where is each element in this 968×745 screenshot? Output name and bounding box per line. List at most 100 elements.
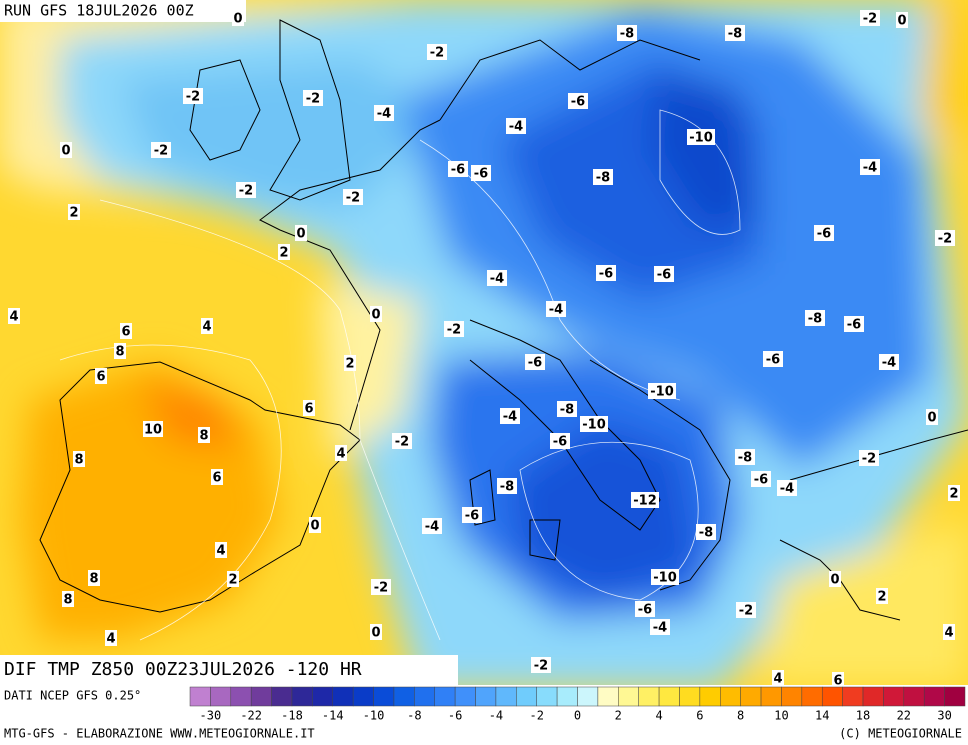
colorbar-swatch [189, 686, 211, 707]
label-box [935, 230, 955, 246]
label-box [232, 10, 244, 26]
contour-label: -2 [863, 12, 877, 27]
colorbar-label: 8 [737, 709, 744, 723]
label-box [860, 10, 880, 26]
contour-label: -4 [490, 272, 504, 287]
contour-label: -6 [817, 227, 831, 242]
label-box [844, 316, 864, 332]
label-box [295, 225, 307, 241]
label-box [309, 517, 321, 533]
label-box [88, 570, 100, 586]
label-box [374, 105, 394, 121]
colorbar-swatch [475, 686, 497, 707]
contour-label: 0 [296, 227, 305, 242]
colorbar-swatch [618, 686, 639, 707]
label-box [687, 129, 715, 145]
colorbar-swatch [801, 686, 823, 707]
contour-label: 10 [144, 423, 162, 438]
colorbar-swatch [658, 686, 680, 707]
label-box [772, 670, 784, 686]
contour-label: -6 [638, 603, 652, 618]
contour-label: 2 [877, 590, 886, 605]
colorbar-label: 14 [815, 709, 829, 723]
label-box [215, 542, 227, 558]
contour-label: -6 [599, 267, 613, 282]
colorbar-swatch [373, 686, 395, 707]
colorbar-swatch [781, 686, 803, 707]
colorbar-swatch [495, 686, 517, 707]
contour-label: -4 [882, 356, 896, 371]
contour-label: -2 [395, 435, 409, 450]
contour-label: -4 [653, 621, 667, 636]
label-box [303, 90, 323, 106]
label-box [531, 657, 551, 673]
label-box [278, 244, 290, 260]
contour-label: -6 [847, 318, 861, 333]
label-box [236, 182, 256, 198]
contour-label: 8 [199, 429, 208, 444]
label-box [876, 588, 888, 604]
label-box [8, 308, 20, 324]
label-box [392, 433, 412, 449]
contour-label: 8 [74, 453, 83, 468]
label-box [832, 672, 844, 688]
contour-label: -10 [689, 131, 713, 146]
contour-label: 2 [949, 487, 958, 502]
contour-label: 6 [833, 674, 842, 689]
contour-label: -12 [633, 494, 657, 509]
colorbar-label: 18 [856, 709, 870, 723]
contour-label: 0 [233, 12, 242, 27]
coastlines [39, 19, 968, 621]
contour-label: -2 [346, 191, 360, 206]
label-box [500, 408, 520, 424]
contour-label: 4 [336, 447, 345, 462]
contour-label: -10 [582, 418, 606, 433]
contour-label: -4 [509, 120, 523, 135]
colorbar-swatch [944, 686, 966, 707]
contour-label: -4 [503, 410, 517, 425]
colorbar-swatch [842, 686, 864, 707]
label-box [497, 478, 517, 494]
colorbar-label: -4 [489, 709, 503, 723]
label-box [860, 159, 880, 175]
contour-label: -8 [500, 480, 514, 495]
label-box [120, 323, 132, 339]
contour-label: 2 [228, 573, 237, 588]
colorbar-label: 10 [774, 709, 788, 723]
colorbar-label: 22 [897, 709, 911, 723]
map-field [0, 0, 968, 685]
contour-label: -4 [425, 520, 439, 535]
contour-label: 2 [345, 357, 354, 372]
colorbar-swatch [923, 686, 945, 707]
label-box [557, 401, 577, 417]
colorbar-swatch [577, 686, 599, 707]
label-box [143, 421, 163, 437]
label-box [654, 266, 674, 282]
label-box [568, 93, 588, 109]
label-box [343, 189, 363, 205]
colorbar-swatch [271, 686, 293, 707]
contour-label: 0 [310, 519, 319, 534]
contour-label: -2 [154, 144, 168, 159]
header-box [0, 0, 246, 22]
contour-label: -2 [938, 232, 952, 247]
label-box [751, 471, 771, 487]
contour-label: 8 [89, 572, 98, 587]
label-box [650, 619, 670, 635]
label-box [462, 507, 482, 523]
colorbar-swatch [250, 686, 272, 707]
contour-label: 4 [944, 626, 953, 641]
contour-label: -6 [754, 473, 768, 488]
contour-label: 4 [202, 320, 211, 335]
colorbar-label: 4 [655, 709, 662, 723]
contour-label: -4 [549, 303, 563, 318]
label-box [73, 451, 85, 467]
colorbar-label: -6 [448, 709, 462, 723]
contour-label: 0 [371, 308, 380, 323]
label-box [471, 165, 491, 181]
label-box [777, 480, 797, 496]
contour-label: 0 [371, 626, 380, 641]
label-box [580, 416, 608, 432]
label-box [506, 118, 526, 134]
